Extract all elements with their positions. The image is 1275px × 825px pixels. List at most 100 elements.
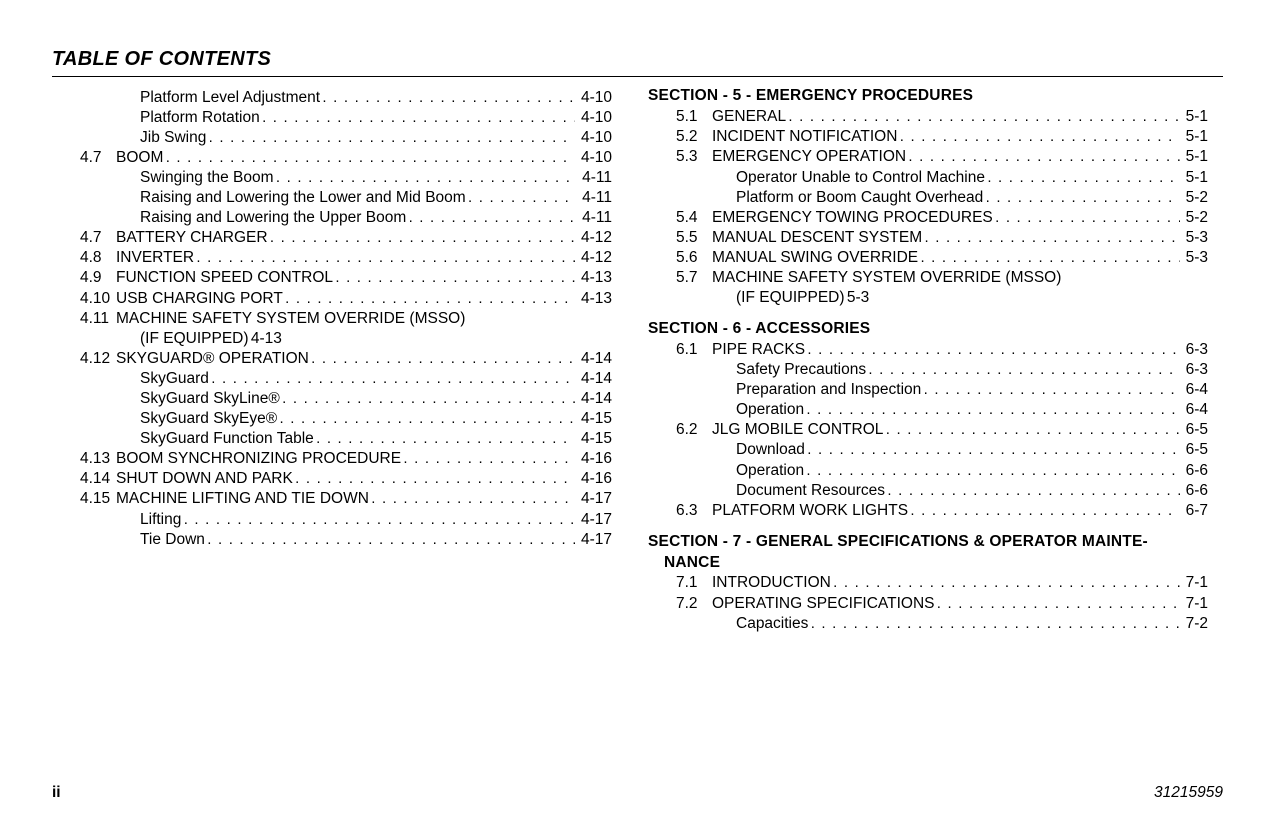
toc-entry-page: 4-15 (575, 430, 612, 449)
toc-leader-dots (335, 269, 575, 287)
toc-entry-label: MACHINE LIFTING AND TIE DOWN (116, 490, 371, 509)
toc-entry-label: Raising and Lowering the Upper Boom (116, 209, 409, 228)
toc-entry-number: 5.4 (648, 209, 712, 228)
toc-entry: 4.14SHUT DOWN AND PARK4-16 (52, 470, 612, 489)
toc-entry: 6.3PLATFORM WORK LIGHTS6-7 (648, 502, 1208, 521)
page-title: TABLE OF CONTENTS (52, 47, 1223, 71)
toc-entry-number: 5.1 (648, 108, 712, 127)
toc-subentry: Swinging the Boom4-11 (52, 169, 612, 188)
toc-entry-page: 4-13 (575, 269, 612, 288)
toc-leader-dots (311, 350, 575, 368)
toc-entry-page: 4-17 (575, 531, 612, 550)
toc-entry-page: 6-5 (1180, 441, 1208, 460)
toc-entry: 4.11MACHINE SAFETY SYSTEM OVERRIDE (MSSO… (52, 310, 612, 329)
toc-entry-number: 7.2 (648, 595, 712, 614)
toc-subentry: Operation6-6 (648, 462, 1208, 481)
toc-entry-label: SHUT DOWN AND PARK (116, 470, 295, 489)
toc-entry-number: 5.5 (648, 229, 712, 248)
toc-entry-label: Operation (712, 462, 806, 481)
toc-entry-label: Platform Level Adjustment (116, 89, 322, 108)
toc-entry-label: Document Resources (712, 482, 887, 501)
toc-entry-number: 7.1 (648, 574, 712, 593)
toc-section-title-cont: NANCE (648, 554, 1208, 573)
toc-entry-label: SkyGuard Function Table (116, 430, 316, 449)
toc-entry-label: Platform or Boom Caught Overhead (712, 189, 986, 208)
toc-entry-page: 4-14 (575, 370, 612, 389)
toc-entry-page: 5-1 (1180, 128, 1208, 147)
toc-entry-label: SKYGUARD® OPERATION (116, 350, 311, 369)
toc-entry-label: Operator Unable to Control Machine (712, 169, 987, 188)
toc-leader-dots (262, 109, 575, 127)
toc-entry-page: 4-12 (575, 249, 612, 268)
toc-subentry: Tie Down4-17 (52, 531, 612, 550)
toc-entry-page: 5-3 (1180, 229, 1208, 248)
toc-entry-label: EMERGENCY TOWING PROCEDURES (712, 209, 995, 228)
toc-entry: 4.10USB CHARGING PORT4-13 (52, 290, 612, 309)
toc-leader-dots (833, 574, 1179, 592)
toc-entry-number: 5.6 (648, 249, 712, 268)
title-rule (52, 76, 1223, 77)
toc-leader-dots (371, 490, 575, 508)
toc-section-title: SECTION - 7 - GENERAL SPECIFICATIONS & O… (648, 533, 1208, 552)
toc-entry-number: 4.15 (52, 490, 116, 509)
toc-entry-label: USB CHARGING PORT (116, 290, 285, 309)
toc-entry-page: 6-5 (1180, 421, 1208, 440)
toc-entry-number: 4.11 (52, 310, 116, 329)
toc-subentry: Operator Unable to Control Machine5-1 (648, 169, 1208, 188)
toc-entry-page: 4-15 (575, 410, 612, 429)
toc-leader-dots (806, 462, 1179, 480)
toc-entry-number: 4.7 (52, 149, 116, 168)
toc-subentry: Capacities7-2 (648, 615, 1208, 634)
toc-entry-page: 4-16 (575, 450, 612, 469)
toc-subentry: SkyGuard Function Table 4-15 (52, 430, 612, 449)
toc-entry-page: 4-14 (575, 350, 612, 369)
toc-subentry: Raising and Lowering the Upper Boom 4-11 (52, 209, 612, 228)
toc-entry-number: 5.3 (648, 148, 712, 167)
toc-entry: 4.7BOOM4-10 (52, 149, 612, 168)
toc-entry-number: 6.1 (648, 341, 712, 360)
toc-entry-page: 4-16 (575, 470, 612, 489)
toc-leader-dots (886, 421, 1180, 439)
toc-leader-dots (211, 370, 575, 388)
toc-entry-label: INVERTER (116, 249, 196, 268)
toc-leader-dots (280, 410, 575, 428)
toc-entry-label: MACHINE SAFETY SYSTEM OVERRIDE (MSSO) (712, 269, 1064, 288)
toc-leader-dots (295, 470, 575, 488)
footer-doc-number: 31215959 (1154, 784, 1223, 803)
toc-columns: Platform Level Adjustment4-10Platform Ro… (52, 87, 1223, 634)
toc-section-title: SECTION - 6 - ACCESSORIES (648, 320, 1208, 339)
toc-leader-dots (920, 249, 1179, 267)
toc-entry-label: SkyGuard (116, 370, 211, 389)
footer-page-number: ii (52, 784, 61, 803)
toc-entry-label: INCIDENT NOTIFICATION (712, 128, 900, 147)
toc-leader-dots (270, 229, 575, 247)
toc-leader-dots (209, 129, 575, 147)
toc-entry-label: SkyGuard SkyEye® (116, 410, 280, 429)
toc-leader-dots (807, 341, 1179, 359)
toc-entry-cont: (IF EQUIPPED)4-13 (52, 330, 612, 349)
toc-entry-label: EMERGENCY OPERATION (712, 148, 908, 167)
toc-entry: 4.15MACHINE LIFTING AND TIE DOWN 4-17 (52, 490, 612, 509)
toc-entry-number: 4.13 (52, 450, 116, 469)
toc-entry-label: Download (712, 441, 807, 460)
toc-subentry: SkyGuard SkyLine®4-14 (52, 390, 612, 409)
toc-entry-label: BOOM (116, 149, 166, 168)
toc-entry: 6.1PIPE RACKS6-3 (648, 341, 1208, 360)
toc-entry: 7.2OPERATING SPECIFICATIONS7-1 (648, 595, 1208, 614)
toc-leader-dots (806, 401, 1179, 419)
page-footer: ii 31215959 (52, 784, 1223, 803)
toc-leader-dots (924, 229, 1179, 247)
toc-subentry: Platform Level Adjustment4-10 (52, 89, 612, 108)
toc-entry-page: 6-3 (1180, 361, 1208, 380)
toc-entry-label: PLATFORM WORK LIGHTS (712, 502, 910, 521)
toc-entry: 5.6MANUAL SWING OVERRIDE5-3 (648, 249, 1208, 268)
toc-leader-dots (987, 169, 1179, 187)
toc-entry-page: 4-11 (576, 209, 612, 228)
toc-entry-page: 4-11 (576, 189, 612, 208)
toc-subentry: Document Resources 6-6 (648, 482, 1208, 501)
toc-leader-dots (322, 89, 575, 107)
toc-subentry: Preparation and Inspection6-4 (648, 381, 1208, 400)
toc-entry-page: 6-6 (1180, 482, 1208, 501)
toc-entry-number: 4.7 (52, 229, 116, 248)
toc-entry-page: 4-17 (575, 490, 612, 509)
